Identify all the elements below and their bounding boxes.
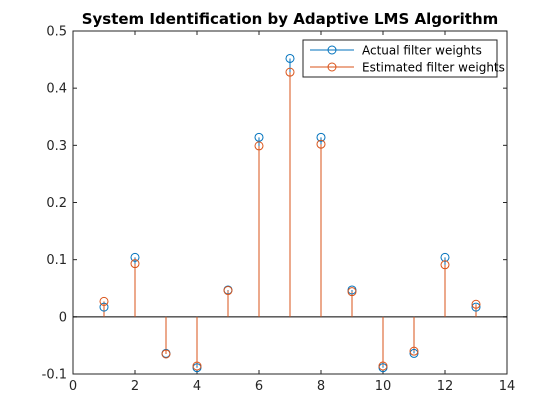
stem-marker (409, 348, 419, 358)
stem-marker (347, 287, 357, 297)
x-tick-label: 12 (437, 379, 454, 394)
stem-marker (192, 361, 202, 371)
y-tick-label: 0.2 (46, 196, 67, 211)
chart-title: System Identification by Adaptive LMS Al… (82, 10, 499, 28)
x-tick-label: 0 (69, 379, 77, 394)
stem-marker (130, 252, 140, 262)
x-tick-label: 10 (375, 379, 392, 394)
y-tick-label: 0.1 (46, 253, 67, 268)
stem-marker (378, 361, 388, 371)
stem-marker (99, 296, 109, 306)
stem-marker (409, 346, 419, 356)
stem-marker (285, 67, 295, 77)
stem-marker (99, 302, 109, 312)
legend-label: Actual filter weights (362, 44, 482, 58)
stem-marker (440, 252, 450, 262)
stem-marker (285, 53, 295, 63)
x-tick-label: 2 (131, 379, 139, 394)
stem-marker (223, 286, 233, 296)
stem-marker (440, 260, 450, 270)
stem-marker (471, 299, 481, 309)
stem-marker (130, 259, 140, 269)
stem-marker (316, 132, 326, 142)
legend: Actual filter weights Estimated filter we… (302, 39, 505, 78)
legend-item: Actual filter weights (310, 44, 482, 58)
stem-marker (161, 349, 171, 359)
y-tick-label: 0 (59, 310, 67, 325)
y-tick-label: 0.5 (46, 25, 67, 40)
legend-item: Estimated filter weights (310, 61, 505, 75)
stem-marker (254, 141, 264, 151)
legend-box (302, 39, 498, 78)
plot-area: 0 2 4 6 8 10 12 14-0.100.10.20.30.40.5 (42, 25, 516, 395)
stem-marker (471, 302, 481, 312)
y-tick-label: 0.4 (46, 82, 67, 97)
series-estimated (103, 72, 477, 366)
y-tick-label: 0.3 (46, 139, 67, 154)
stem-marker (316, 139, 326, 149)
stem-marker (254, 132, 264, 142)
x-tick-label: 4 (193, 379, 201, 394)
legend-label: Estimated filter weights (362, 61, 505, 75)
legend-marker (327, 62, 337, 72)
y-tick-label: -0.1 (42, 368, 67, 383)
markers-estimated (99, 67, 481, 371)
legend-marker (327, 45, 337, 55)
x-tick-label: 14 (499, 379, 516, 394)
x-tick-label: 6 (255, 379, 263, 394)
x-tick-label: 8 (317, 379, 325, 394)
